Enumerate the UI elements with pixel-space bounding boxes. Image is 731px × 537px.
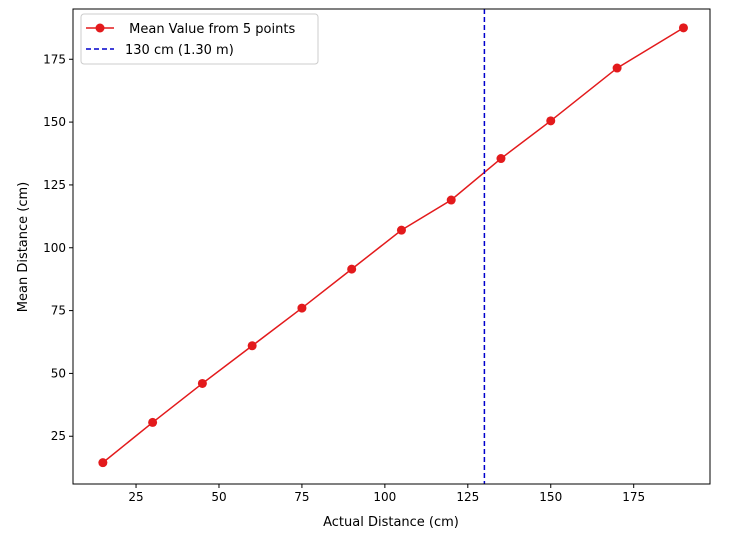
data-point xyxy=(612,63,622,73)
y-tick-label: 25 xyxy=(51,429,66,443)
x-tick-label: 25 xyxy=(128,490,143,504)
y-tick-label: 125 xyxy=(43,178,66,192)
data-point xyxy=(297,303,307,313)
data-point xyxy=(197,378,207,388)
data-point xyxy=(396,225,406,235)
x-axis-label: Actual Distance (cm) xyxy=(323,515,459,530)
data-point xyxy=(148,417,158,427)
legend-reference-label: 130 cm (1.30 m) xyxy=(125,43,234,58)
x-tick-label: 125 xyxy=(456,490,479,504)
y-axis-label: Mean Distance (cm) xyxy=(16,182,31,312)
x-tick-label: 150 xyxy=(539,490,562,504)
x-tick-label: 175 xyxy=(622,490,645,504)
legend-series-label: Mean Value from 5 points xyxy=(125,22,295,37)
data-point xyxy=(347,264,357,274)
y-tick-label: 75 xyxy=(51,304,66,318)
x-tick-label: 50 xyxy=(211,490,226,504)
plot-frame xyxy=(72,8,711,485)
series-line xyxy=(102,27,684,464)
data-point xyxy=(98,458,108,468)
data-point xyxy=(496,154,506,164)
legend: Mean Value from 5 points 130 cm (1.30 m) xyxy=(80,13,319,65)
data-point xyxy=(546,116,556,126)
y-tick-label: 100 xyxy=(43,241,66,255)
y-tick-label: 50 xyxy=(51,366,66,380)
data-point xyxy=(678,23,688,33)
x-tick-label: 75 xyxy=(294,490,309,504)
axis-ticks: 25 50 75 100 125 150 175 25 50 75 100 125 150 175 xyxy=(43,52,645,504)
data-point xyxy=(446,195,456,205)
x-tick-label: 100 xyxy=(373,490,396,504)
legend-series-marker xyxy=(95,23,105,33)
y-tick-label: 150 xyxy=(43,115,66,129)
data-point xyxy=(247,341,257,351)
y-tick-label: 175 xyxy=(43,52,66,66)
plot-area xyxy=(98,9,688,484)
legend-box xyxy=(80,13,319,65)
